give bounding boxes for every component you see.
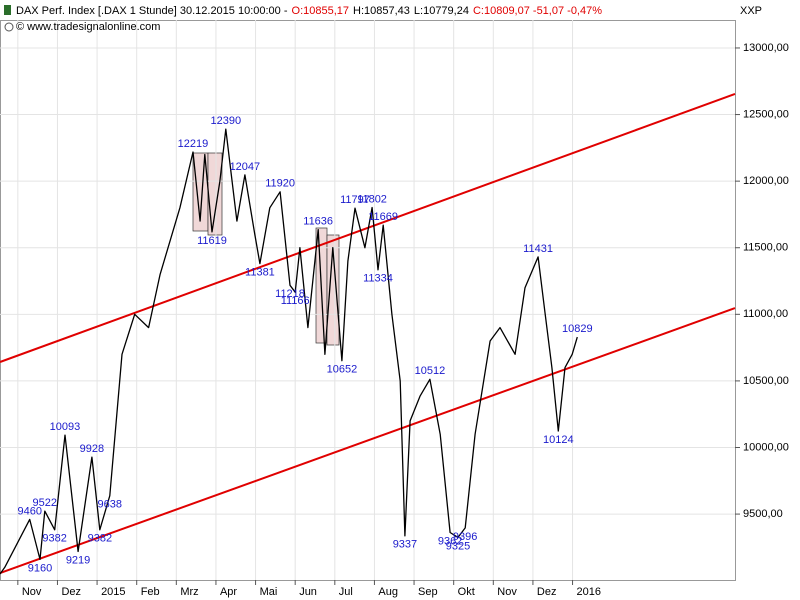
- icon: [4, 5, 11, 15]
- x-tick-label: Feb: [141, 586, 160, 598]
- x-tick-label: 2016: [577, 586, 601, 598]
- x-tick-label: Sep: [418, 586, 438, 598]
- data-label: 12390: [211, 115, 242, 127]
- range-box: [207, 152, 223, 236]
- grid: [0, 20, 735, 580]
- header: DAX Perf. Index [.DAX 1 Stunde] 30.12.20…: [16, 5, 602, 17]
- data-label: 11334: [363, 273, 393, 285]
- data-label: 9337: [393, 539, 417, 551]
- data-label: 11218: [275, 288, 305, 300]
- data-label: 11797: [340, 194, 370, 206]
- y-tick-label: 12000,00: [743, 175, 789, 187]
- x-tick-label: Nov: [497, 586, 517, 598]
- data-label: 11166: [281, 295, 310, 307]
- source: © www.tradesignalonline.com: [16, 21, 160, 33]
- data-label: 11619: [197, 235, 227, 247]
- data-label: 11920: [265, 178, 295, 190]
- y-tick-label: 11000,00: [743, 308, 788, 320]
- data-label: 11636: [303, 216, 333, 228]
- data-label: 9460: [17, 505, 41, 517]
- data-label: 9325: [446, 540, 470, 552]
- trend-line: [0, 307, 736, 575]
- range-box: [326, 234, 340, 346]
- y-tick-label: 10000,00: [743, 441, 789, 453]
- data-label: 12047: [230, 161, 261, 173]
- data-label: 9362: [438, 535, 462, 547]
- quote-open: O:10855,17: [292, 5, 350, 17]
- x-tick-label: Aug: [378, 586, 398, 598]
- quote-low: L:10779,24: [414, 5, 469, 17]
- data-label: 10093: [50, 421, 81, 433]
- quote-close: C:10809,07 -51,07 -0,47%: [473, 5, 602, 17]
- data-label: 10652: [327, 364, 358, 376]
- data-label: 11381: [245, 266, 275, 278]
- y-tick-label: 13000,00: [743, 42, 789, 54]
- data-label: 11802: [357, 193, 387, 205]
- x-tick-label: Jun: [299, 586, 317, 598]
- data-label: 11669: [368, 211, 398, 223]
- x-tick-label: Jul: [339, 586, 353, 598]
- data-label: 9522: [33, 497, 57, 509]
- data-label: 9638: [98, 499, 122, 511]
- y-tick-label: 10500,00: [743, 375, 789, 387]
- x-tick-label: Dez: [537, 586, 557, 598]
- x-tick-label: Mrz: [180, 586, 198, 598]
- data-label: 9382: [88, 533, 112, 545]
- y-tick-label: 12500,00: [743, 108, 789, 120]
- marks: 9460 9160 9522 9382 10093 9219 9928 9382 9638 122…: [0, 92, 736, 575]
- y-tick-label: 9500,00: [743, 508, 783, 520]
- x-tick-label: Okt: [458, 586, 475, 598]
- x-tick-label: 2015: [101, 586, 125, 598]
- data-label: 11431: [523, 243, 553, 255]
- data-label: 9160: [28, 562, 52, 574]
- trend-line: [0, 92, 736, 363]
- data-label: 12219: [178, 138, 209, 150]
- x-tick-label: Mai: [260, 586, 278, 598]
- data-label: 10829: [562, 323, 593, 335]
- data-label: 9928: [80, 443, 104, 455]
- plot-frame: [0, 20, 736, 581]
- y-axis-label: XXP: [740, 5, 762, 17]
- quote-high: H:10857,43: [353, 5, 410, 17]
- x-tick-label: Dez: [61, 586, 81, 598]
- data-label: 9396: [453, 531, 477, 543]
- watermark-icon: [4, 22, 14, 32]
- x-tick-label: Nov: [22, 586, 42, 598]
- x-tick-label: Apr: [220, 586, 237, 598]
- chart-title: DAX Perf. Index [.DAX 1 Stunde] 30.12.20…: [16, 5, 288, 17]
- data-label: 9382: [42, 533, 66, 545]
- y-tick-label: 11500,00: [743, 242, 788, 254]
- data-label: 9219: [66, 554, 90, 566]
- data-label: 10124: [543, 434, 574, 446]
- data-label: 10512: [415, 365, 446, 377]
- price-line: [0, 128, 578, 575]
